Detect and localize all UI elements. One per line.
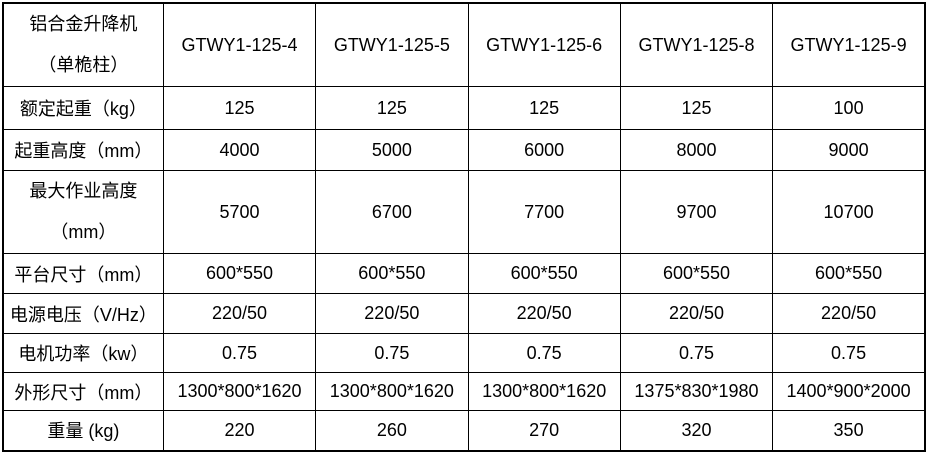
value-cell: 1300*800*1620 bbox=[467, 372, 621, 411]
value-cell: 600*550 bbox=[315, 253, 469, 294]
value-cell: 1400*900*2000 bbox=[772, 372, 926, 411]
model-header-cell: GTWY1-125-8 bbox=[619, 2, 774, 87]
row-label-line1: 最大作业高度 bbox=[29, 181, 138, 201]
value-cell: 8000 bbox=[619, 129, 774, 171]
value-cell: 9000 bbox=[772, 129, 926, 171]
value-cell: 0.75 bbox=[619, 333, 774, 373]
model-header-cell: GTWY1-125-5 bbox=[315, 2, 469, 87]
model-header-cell: GTWY1-125-6 bbox=[467, 2, 621, 87]
row-label-cell: 电机功率（kw） bbox=[2, 333, 164, 373]
model-header-cell: GTWY1-125-4 bbox=[162, 2, 317, 87]
product-title-line1: 铝合金升降机 bbox=[29, 14, 138, 34]
row-label-cell: 重量 (kg) bbox=[2, 410, 164, 451]
row-label-cell: 额定起重（kg） bbox=[2, 86, 164, 130]
value-cell: 6000 bbox=[467, 129, 621, 171]
value-cell: 9700 bbox=[619, 170, 774, 254]
value-cell: 220/50 bbox=[162, 293, 317, 334]
value-cell: 125 bbox=[467, 86, 621, 130]
header-row: 铝合金升降机 （单桅柱） GTWY1-125-4 GTWY1-125-5 GTW… bbox=[2, 2, 926, 87]
row-label-cell: 电源电压（V/Hz） bbox=[2, 293, 164, 334]
row-label-line2: （mm） bbox=[50, 222, 117, 242]
value-cell: 220/50 bbox=[467, 293, 621, 334]
value-cell: 0.75 bbox=[467, 333, 621, 373]
document-body: 铝合金升降机 （单桅柱） GTWY1-125-4 GTWY1-125-5 GTW… bbox=[2, 2, 926, 452]
value-cell: 1375*830*1980 bbox=[619, 372, 774, 411]
value-cell: 125 bbox=[315, 86, 469, 130]
table-row-platform-size: 平台尺寸（mm） 600*550 600*550 600*550 600*550… bbox=[2, 253, 926, 294]
value-cell: 220 bbox=[162, 410, 317, 451]
table-row-lift-height: 起重高度（mm） 4000 5000 6000 8000 9000 bbox=[2, 129, 926, 171]
table-row-weight: 重量 (kg) 220 260 270 320 350 bbox=[2, 410, 926, 451]
table-row-max-work-height: 最大作业高度 （mm） 5700 6700 7700 9700 10700 bbox=[2, 170, 926, 254]
table-row-overall-size: 外形尺寸（mm） 1300*800*1620 1300*800*1620 130… bbox=[2, 372, 926, 411]
value-cell: 270 bbox=[467, 410, 621, 451]
value-cell: 125 bbox=[162, 86, 317, 130]
value-cell: 350 bbox=[772, 410, 926, 451]
value-cell: 100 bbox=[772, 86, 926, 130]
value-cell: 125 bbox=[619, 86, 774, 130]
value-cell: 320 bbox=[619, 410, 774, 451]
value-cell: 6700 bbox=[315, 170, 469, 254]
table-row-motor-power: 电机功率（kw） 0.75 0.75 0.75 0.75 0.75 bbox=[2, 333, 926, 373]
value-cell: 5700 bbox=[162, 170, 317, 254]
value-cell: 220/50 bbox=[772, 293, 926, 334]
row-label-cell: 外形尺寸（mm） bbox=[2, 372, 164, 411]
value-cell: 0.75 bbox=[315, 333, 469, 373]
row-label-cell: 最大作业高度 （mm） bbox=[2, 170, 164, 254]
value-cell: 10700 bbox=[772, 170, 926, 254]
model-header-cell: GTWY1-125-9 bbox=[772, 2, 926, 87]
value-cell: 4000 bbox=[162, 129, 317, 171]
value-cell: 260 bbox=[315, 410, 469, 451]
product-spec-table: 铝合金升降机 （单桅柱） GTWY1-125-4 GTWY1-125-5 GTW… bbox=[2, 2, 926, 452]
value-cell: 220/50 bbox=[619, 293, 774, 334]
value-cell: 1300*800*1620 bbox=[315, 372, 469, 411]
row-label-cell: 平台尺寸（mm） bbox=[2, 253, 164, 294]
value-cell: 0.75 bbox=[162, 333, 317, 373]
table-row-rated-load: 额定起重（kg） 125 125 125 125 100 bbox=[2, 86, 926, 130]
value-cell: 600*550 bbox=[162, 253, 317, 294]
value-cell: 5000 bbox=[315, 129, 469, 171]
value-cell: 220/50 bbox=[315, 293, 469, 334]
value-cell: 1300*800*1620 bbox=[162, 372, 317, 411]
product-title-line2: （单桅柱） bbox=[38, 55, 129, 75]
value-cell: 7700 bbox=[467, 170, 621, 254]
product-title-cell: 铝合金升降机 （单桅柱） bbox=[2, 2, 164, 87]
row-label-cell: 起重高度（mm） bbox=[2, 129, 164, 171]
value-cell: 600*550 bbox=[772, 253, 926, 294]
table-row-voltage: 电源电压（V/Hz） 220/50 220/50 220/50 220/50 2… bbox=[2, 293, 926, 334]
value-cell: 600*550 bbox=[467, 253, 621, 294]
value-cell: 600*550 bbox=[619, 253, 774, 294]
value-cell: 0.75 bbox=[772, 333, 926, 373]
